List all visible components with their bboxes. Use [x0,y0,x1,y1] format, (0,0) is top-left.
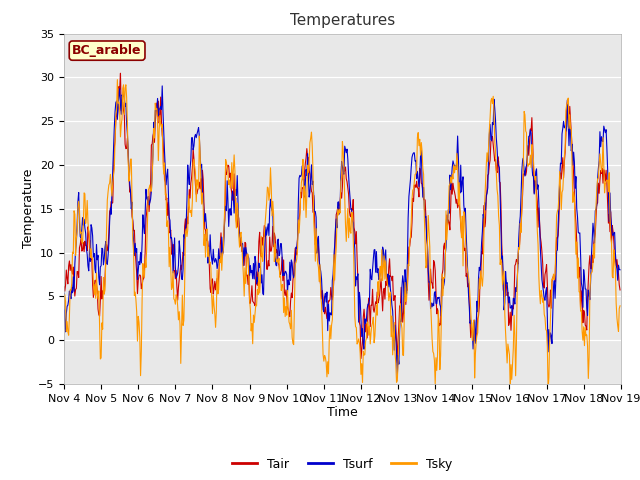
Tsurf [127,206,135,212]
Tsurf [616,267,624,273]
Line: Tsky: Tsky [64,80,620,390]
Tsurf [70,288,78,294]
Tair [185,204,193,210]
Tsurf [394,374,401,380]
Tair [412,182,419,188]
Tair [128,214,136,219]
Line: Tair: Tair [64,73,620,363]
Tsky [70,208,78,214]
Tsky [113,77,121,83]
Tsky [410,179,418,184]
Title: Temperatures: Temperatures [290,13,395,28]
X-axis label: Time: Time [327,407,358,420]
Tsky [128,196,136,202]
Tsky [427,299,435,304]
Tair [60,284,68,289]
Tsurf [185,175,193,180]
Tair [116,71,124,76]
Tair [70,283,78,288]
Line: Tsurf: Tsurf [64,86,620,377]
Tsurf [214,262,221,268]
Tair [214,285,221,290]
Tsurf [60,290,68,296]
Tair [394,360,401,366]
Text: BC_arable: BC_arable [72,44,142,57]
Tsky [214,291,221,297]
Tsky [60,306,68,312]
Tsky [544,387,552,393]
Tsky [185,193,193,199]
Tsurf [158,83,166,89]
Legend: Tair, Tsurf, Tsky: Tair, Tsurf, Tsky [227,453,458,476]
Tair [428,279,435,285]
Tsurf [412,158,419,164]
Tsky [616,303,624,309]
Tair [616,287,624,293]
Tsurf [428,300,435,306]
Y-axis label: Temperature: Temperature [22,169,35,249]
